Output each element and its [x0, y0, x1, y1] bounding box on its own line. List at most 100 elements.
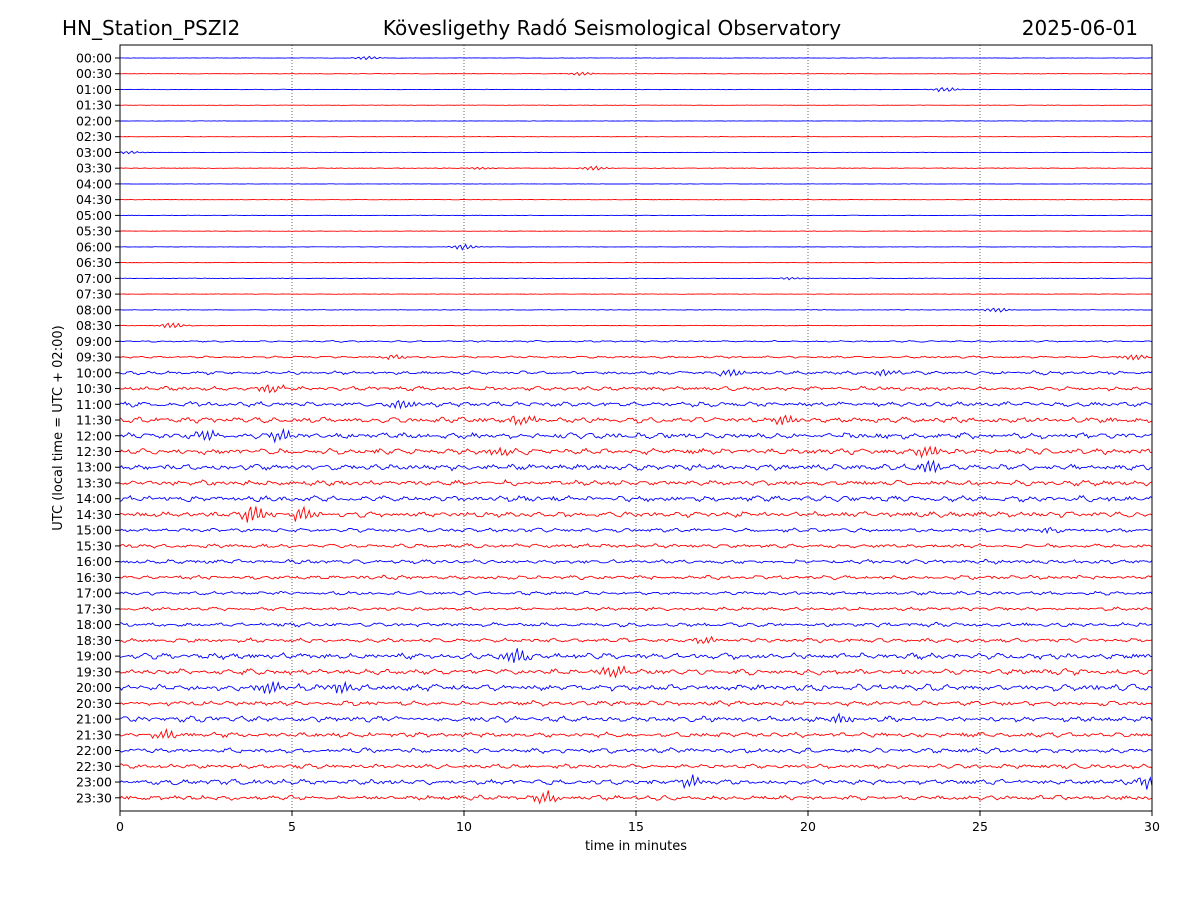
trace-0000 [120, 55, 1153, 61]
trace-1900 [119, 648, 1153, 663]
x-axis-label: time in minutes [585, 839, 687, 854]
y-tick-label: 16:00 [76, 554, 112, 569]
y-tick-label: 14:00 [76, 491, 112, 506]
x-tick-label: 30 [1144, 819, 1160, 834]
y-tick-label: 23:00 [76, 775, 112, 790]
trace-1330 [119, 479, 1153, 487]
x-tick-label: 0 [116, 819, 124, 834]
trace-2330 [119, 790, 1153, 805]
x-tick-label: 15 [628, 819, 644, 834]
y-tick-label: 21:00 [76, 712, 112, 727]
y-tick-label: 15:30 [76, 538, 112, 553]
trace-1300 [119, 459, 1153, 474]
y-tick-label: 20:30 [76, 696, 112, 711]
y-tick-label: 00:00 [76, 51, 112, 66]
trace-1930 [119, 664, 1153, 679]
y-tick-label: 13:00 [76, 460, 112, 475]
y-tick-label: 02:00 [76, 113, 112, 128]
trace-1400 [119, 494, 1153, 503]
y-tick-label: 01:00 [76, 82, 112, 97]
x-tick-label: 20 [800, 819, 816, 834]
y-tick-label: 11:30 [76, 413, 112, 428]
y-tick-label: 22:30 [76, 759, 112, 774]
y-tick-label: 17:30 [76, 601, 112, 616]
trace-1730 [119, 606, 1153, 612]
y-tick-label: 06:30 [76, 255, 112, 270]
trace-0900 [119, 340, 1153, 343]
y-tick-label: 17:00 [76, 586, 112, 601]
vertical-gridlines [291, 45, 981, 811]
seismic-traces [119, 55, 1153, 805]
trace-0100 [119, 87, 1153, 93]
trace-1800 [119, 621, 1153, 628]
trace-1530 [119, 543, 1153, 549]
y-tick-label: 23:30 [76, 790, 112, 805]
trace-2100 [120, 712, 1153, 724]
y-tick-label: 18:00 [76, 617, 112, 632]
y-tick-label: 18:30 [76, 633, 112, 648]
y-tick-label: 07:30 [76, 287, 112, 302]
y-tick-label: 01:30 [76, 98, 112, 113]
y-tick-label: 08:00 [76, 302, 112, 317]
y-tick-label: 12:00 [76, 428, 112, 443]
y-tick-label: 02:30 [76, 129, 112, 144]
x-tick-label: 5 [288, 819, 296, 834]
y-tick-label: 10:00 [76, 365, 112, 380]
y-tick-label: 03:00 [76, 145, 112, 160]
trace-2230 [119, 763, 1153, 770]
trace-0330 [120, 165, 1152, 171]
trace-0030 [119, 71, 1153, 77]
station-name: HN_Station_PSZI2 [62, 16, 240, 40]
trace-0600 [120, 243, 1153, 251]
y-tick-label: 05:30 [76, 224, 112, 239]
y-tick-label: 08:30 [76, 318, 112, 333]
trace-1000 [119, 368, 1153, 378]
trace-2200 [119, 747, 1153, 755]
trace-0800 [119, 307, 1153, 313]
chart-date: 2025-06-01 [1022, 16, 1138, 40]
trace-1130 [119, 414, 1153, 426]
x-tick-label: 25 [972, 819, 988, 834]
trace-1830 [119, 635, 1153, 645]
y-tick-label: 14:30 [76, 507, 112, 522]
trace-1030 [119, 384, 1153, 394]
trace-0930 [119, 354, 1153, 361]
y-tick-label: 07:00 [76, 271, 112, 286]
y-tick-label: 15:00 [76, 523, 112, 538]
y-tick-label: 12:30 [76, 444, 112, 459]
y-tick-label: 22:00 [76, 743, 112, 758]
trace-0830 [119, 322, 1153, 329]
y-tick-label: 16:30 [76, 570, 112, 585]
y-tick-label: 00:30 [76, 66, 112, 81]
x-axis-ticks: 0 5 10 15 20 25 30 [116, 811, 1160, 834]
trace-1100 [119, 400, 1153, 410]
y-tick-label: 09:00 [76, 334, 112, 349]
plot-frame [119, 44, 1153, 812]
trace-1630 [119, 574, 1153, 581]
y-axis-label: UTC (local time = UTC + 02:00) [51, 325, 66, 530]
y-axis-ticks: 00:0000:3001:0001:3002:0002:3003:0003:30… [76, 51, 120, 805]
y-tick-label: 03:30 [76, 161, 112, 176]
trace-1700 [119, 590, 1153, 596]
y-tick-label: 20:00 [76, 680, 112, 695]
trace-2000 [119, 680, 1153, 695]
y-tick-label: 19:30 [76, 664, 112, 679]
trace-0700 [119, 276, 1153, 281]
trace-1600 [119, 558, 1153, 565]
trace-2130 [119, 727, 1153, 740]
x-tick-label: 10 [456, 819, 472, 834]
trace-1230 [119, 445, 1153, 459]
y-tick-label: 04:30 [76, 192, 112, 207]
y-tick-label: 04:00 [76, 176, 112, 191]
y-tick-label: 10:30 [76, 381, 112, 396]
y-tick-label: 19:00 [76, 649, 112, 664]
y-tick-label: 05:00 [76, 208, 112, 223]
trace-2300 [119, 774, 1153, 790]
chart-title: Kövesligethy Radó Seismological Observat… [383, 16, 841, 40]
trace-2030 [119, 700, 1153, 707]
y-tick-label: 09:30 [76, 350, 112, 365]
y-tick-label: 13:30 [76, 475, 112, 490]
y-tick-label: 21:30 [76, 727, 112, 742]
trace-0300 [120, 150, 1153, 155]
